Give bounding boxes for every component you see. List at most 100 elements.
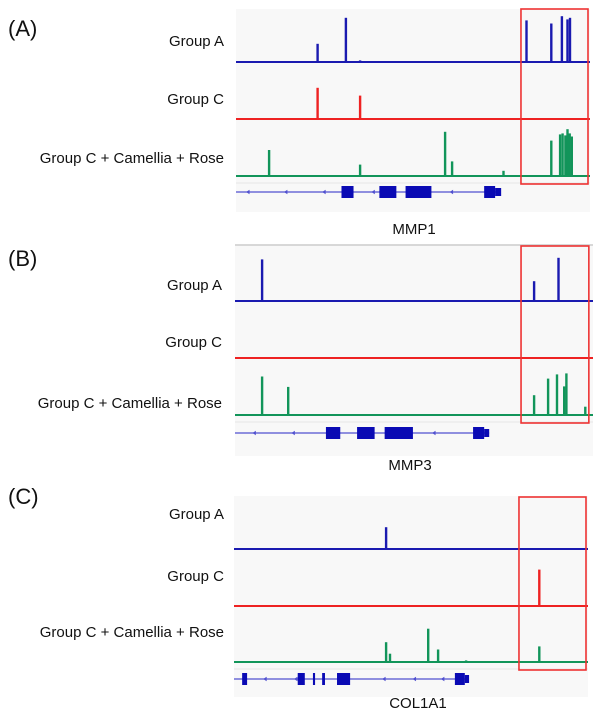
track-label-group-a: Group A [169, 506, 224, 523]
peak-bar [344, 17, 348, 62]
gene-label: MMP1 [392, 221, 435, 238]
highlight-box [520, 8, 589, 185]
exon [341, 186, 354, 198]
peak-bar [358, 95, 362, 119]
peak-bar [358, 60, 362, 62]
strand-arrow-icon [246, 189, 250, 195]
plot-area [234, 496, 588, 697]
plot-area [235, 244, 593, 456]
strand-arrow-icon [263, 676, 267, 682]
peak-bar [550, 23, 553, 62]
gene-model [236, 186, 502, 198]
track-label-group-c: Group C [165, 334, 222, 351]
track-group_c [236, 87, 590, 120]
track-background [236, 9, 590, 212]
peak-bar [568, 17, 572, 62]
peak-bar [566, 129, 569, 176]
track-label-combo: Group C + Camellia + Rose [38, 395, 222, 412]
strand-arrow-icon [412, 676, 417, 682]
peak-bar [260, 376, 264, 415]
exon [484, 186, 496, 198]
peak-bar [568, 133, 571, 176]
track-combo [236, 129, 590, 177]
track-group_c [234, 569, 588, 607]
gene-label: MMP3 [388, 457, 431, 474]
exon [357, 427, 375, 439]
panel-c: (C) Group A Group C Group C + Camellia +… [8, 484, 588, 712]
track-combo [234, 628, 588, 663]
peak-bar [316, 43, 319, 62]
exon [473, 427, 485, 439]
peak-bar [532, 395, 536, 415]
panel-a: (A) Group A Group C Group C + Camellia +… [8, 8, 590, 238]
strand-arrow-icon [371, 189, 375, 195]
utr [484, 429, 490, 437]
peak-bar [563, 386, 566, 415]
track-group_a [234, 527, 588, 550]
exon [454, 673, 465, 685]
exon [325, 427, 341, 439]
strand-arrow-icon [252, 430, 256, 436]
track-label-group-c: Group C [167, 568, 224, 585]
strand-arrow-icon [283, 189, 288, 195]
peak-bar [316, 87, 319, 119]
peak-bar [566, 19, 569, 62]
utr [495, 188, 502, 196]
peak-bar [550, 140, 553, 176]
peak-bar [546, 378, 550, 415]
panel-letter: (B) [8, 246, 37, 271]
track-background [234, 496, 588, 697]
exon [405, 186, 432, 198]
peak-bar [525, 20, 528, 62]
panel-b: (B) Group A Group C Group C + Camellia +… [8, 244, 593, 474]
peak-bar [555, 374, 559, 415]
peak-bar [557, 257, 560, 301]
peak-bar [502, 170, 505, 176]
panel-letter: (C) [8, 484, 39, 509]
peak-bar [260, 259, 264, 301]
highlight-box [520, 245, 590, 424]
peak-bar [532, 281, 536, 301]
track-label-combo: Group C + Camellia + Rose [40, 624, 224, 641]
exon [322, 673, 325, 685]
peak-bar [436, 649, 440, 662]
peak-bar [560, 16, 564, 62]
peak-bar [570, 136, 573, 176]
peak-bar [388, 653, 392, 662]
track-label-group-a: Group A [167, 277, 222, 294]
gene-label: COL1A1 [389, 695, 447, 712]
peak-bar [561, 133, 564, 176]
peak-bar [287, 386, 290, 415]
peak-bar [538, 646, 541, 662]
exon [384, 427, 413, 439]
strand-arrow-icon [291, 430, 295, 436]
strand-arrow-icon [293, 676, 298, 682]
peak-bar [443, 131, 447, 176]
track-label-group-c: Group C [167, 91, 224, 108]
track-combo [235, 373, 593, 416]
peak-bar [450, 161, 454, 176]
strand-arrow-icon [449, 189, 454, 195]
highlight-box [518, 496, 587, 671]
peak-bar [267, 150, 271, 176]
peak-bar [565, 373, 568, 415]
peak-bar [584, 406, 587, 415]
gene-model [234, 673, 470, 685]
track-label-group-a: Group A [169, 33, 224, 50]
peak-bar [384, 527, 388, 549]
peak-bar [564, 135, 567, 176]
exon [312, 673, 316, 685]
gene-model [235, 427, 490, 439]
track-background [235, 245, 593, 456]
peak-bar [427, 628, 430, 662]
track-group_a [235, 257, 593, 302]
peak-bar [384, 642, 388, 662]
peak-bar [538, 569, 541, 606]
track-group_a [236, 16, 590, 63]
strand-arrow-icon [440, 676, 445, 682]
strand-arrow-icon [322, 189, 326, 195]
peak-bar [358, 164, 362, 176]
plot-area [236, 8, 590, 212]
peak-bar [464, 660, 468, 662]
